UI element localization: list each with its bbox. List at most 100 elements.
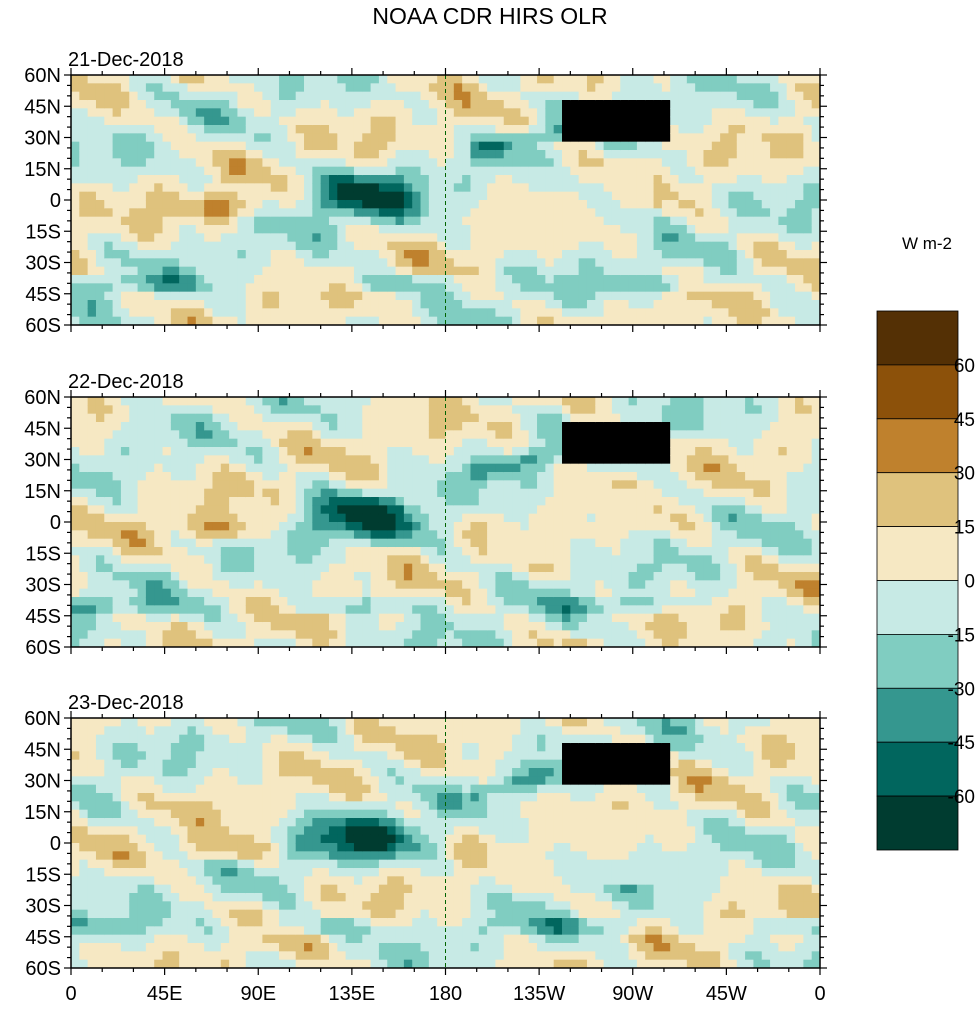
heatmap-cell [337, 208, 347, 218]
heatmap-cell [503, 225, 513, 234]
heatmap-cell [778, 150, 788, 159]
heatmap-cell [162, 300, 172, 309]
heatmap-cell [145, 588, 155, 598]
heatmap-cell [586, 513, 596, 523]
heatmap-cell [412, 158, 422, 168]
heatmap-cell [520, 472, 530, 481]
heatmap-cell [337, 605, 347, 615]
heatmap-cell [428, 463, 438, 473]
heatmap-cell [270, 191, 280, 201]
heatmap-cell [478, 158, 488, 168]
heatmap-cell [695, 216, 704, 226]
heatmap-cell [611, 191, 621, 201]
heatmap-cell [537, 183, 546, 193]
heatmap-cell [628, 208, 638, 218]
heatmap-cell [495, 572, 505, 581]
heatmap-cell [320, 438, 330, 448]
heatmap-cell [245, 480, 255, 490]
heatmap-cell [728, 258, 738, 268]
heatmap-cell [670, 258, 680, 268]
heatmap-cell [453, 316, 463, 326]
heatmap-cell [503, 530, 513, 540]
heatmap-cell [137, 208, 147, 218]
heatmap-cell [636, 455, 646, 465]
heatmap-cell [420, 580, 430, 590]
heatmap-cell [595, 291, 605, 301]
heatmap-cell [628, 216, 638, 226]
heatmap-cell [179, 588, 189, 598]
heatmap-cell [628, 133, 638, 143]
heatmap-cell [437, 166, 446, 176]
heatmap-cell [237, 308, 247, 318]
heatmap-cell [520, 283, 530, 293]
heatmap-cell [403, 430, 413, 440]
heatmap-cell [437, 430, 446, 440]
heatmap-cell [620, 283, 630, 293]
heatmap-cell [295, 91, 305, 101]
heatmap-cell [328, 530, 338, 540]
heatmap-cell [428, 283, 438, 293]
heatmap-cell [428, 150, 438, 159]
heatmap-cell [778, 133, 788, 143]
heatmap-cell [445, 505, 455, 515]
heatmap-cell [187, 83, 197, 93]
heatmap-cell [295, 283, 305, 293]
heatmap-cell [237, 150, 247, 159]
heatmap-cell [187, 91, 197, 101]
heatmap-cell [537, 563, 546, 573]
heatmap-cell [437, 141, 446, 151]
heatmap-cell [245, 150, 255, 159]
heatmap-cell [262, 208, 272, 218]
heatmap-cell [720, 250, 729, 259]
heatmap-cell [495, 480, 505, 490]
heatmap-cell [720, 233, 729, 243]
heatmap-cell [129, 291, 139, 301]
heatmap-cell [520, 258, 530, 268]
heatmap-cell [603, 563, 613, 573]
heatmap-cell [761, 258, 771, 268]
heatmap-cell [362, 175, 372, 184]
heatmap-cell [595, 555, 605, 565]
heatmap-cell [578, 225, 588, 234]
heatmap-cell [87, 125, 97, 134]
heatmap-cell [786, 125, 796, 134]
heatmap-cell [728, 158, 738, 168]
heatmap-cell [437, 91, 446, 101]
heatmap-cell [562, 183, 571, 193]
heatmap-cell [778, 158, 788, 168]
heatmap-cell [229, 75, 238, 84]
heatmap-cell [79, 447, 89, 456]
heatmap-cell [254, 300, 263, 309]
heatmap-cell [71, 522, 80, 531]
heatmap-cell [353, 133, 363, 143]
heatmap-cell [170, 455, 180, 465]
heatmap-cell [353, 216, 363, 226]
heatmap-cell [811, 225, 821, 234]
heatmap-cell [470, 133, 480, 143]
heatmap-cell [362, 200, 372, 209]
heatmap-cell [71, 91, 80, 101]
heatmap-cell [578, 283, 588, 293]
heatmap-cell [586, 225, 596, 234]
heatmap-cell [220, 158, 230, 168]
heatmap-cell [462, 588, 471, 598]
heatmap-cell [661, 150, 671, 159]
heatmap-cell [695, 191, 704, 201]
heatmap-cell [287, 555, 297, 565]
heatmap-cell [562, 225, 571, 234]
heatmap-cell [487, 116, 496, 126]
heatmap-cell [345, 413, 355, 423]
heatmap-cell [304, 638, 313, 648]
heatmap-cell [87, 572, 97, 581]
heatmap-cell [362, 308, 372, 318]
heatmap-cell [71, 83, 80, 93]
heatmap-cell [595, 597, 605, 606]
heatmap-cell [304, 630, 313, 640]
heatmap-cell [578, 75, 588, 84]
heatmap-cell [120, 175, 130, 184]
heatmap-cell [512, 150, 521, 159]
heatmap-cell [611, 133, 621, 143]
heatmap-cell [287, 150, 297, 159]
heatmap-cell [328, 430, 338, 440]
heatmap-cell [661, 547, 671, 556]
